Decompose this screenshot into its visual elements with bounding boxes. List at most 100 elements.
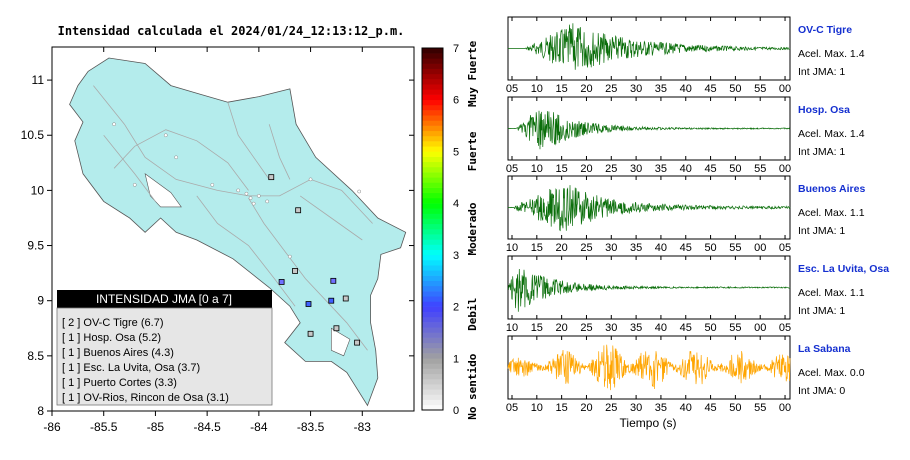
waveform-tick-label: 35: [630, 242, 642, 254]
city-dot: [288, 254, 292, 259]
station-marker: [268, 174, 275, 181]
colorbar-cell: [422, 115, 443, 121]
colorbar-cell: [422, 203, 443, 209]
waveform-tick-label: 20: [556, 322, 568, 334]
station-accel: Acel. Max. 1.1: [798, 207, 865, 219]
station-marker: [333, 325, 340, 332]
map-y-axis: 11 10.5 10 9.5 9 8.5 8: [21, 73, 414, 418]
waveform-tick-label: 55: [754, 402, 766, 414]
waveform-tick-label: 35: [630, 322, 642, 334]
station-marker: [292, 268, 298, 274]
colorbar-cell: [422, 311, 443, 318]
colorbar-cell: [422, 265, 443, 271]
legend-entry: [ 1 ] Hosp. Osa (5.2): [62, 332, 161, 344]
waveform-tick-label: 20: [580, 163, 592, 175]
waveform-tick-label: 10: [531, 83, 543, 95]
station-jma: Int JMA: 1: [798, 66, 845, 78]
road-line: [103, 134, 156, 202]
colorbar-cell: [422, 399, 443, 406]
waveform-tick-label: 15: [556, 163, 568, 175]
waveform-tick-label: 05: [506, 83, 518, 95]
waveform-tick-label: 45: [704, 402, 716, 414]
map-roads: [93, 85, 373, 351]
waveform-trace: [507, 110, 791, 150]
colorbar-cell: [422, 151, 443, 157]
colorbar-cell: [422, 120, 443, 126]
colorbar-cell: [422, 384, 443, 390]
city-dot: [236, 188, 241, 193]
waveform-tick-label: 05: [779, 242, 791, 254]
colorbar-cell: [422, 110, 443, 116]
station-name: Hosp. Osa: [798, 104, 850, 116]
waveform-tick-label: 20: [580, 402, 592, 414]
colorbar-label: Fuerte: [466, 131, 479, 171]
station-name: Esc. La Uvita, Osa: [798, 263, 889, 275]
golfo-dulce: [331, 327, 351, 357]
waveform-panel: 05 10 15 20 25 30 35 40 45 50 55 00 La Sabana Acel. M…: [506, 335, 865, 414]
waveform-tick-label: 15: [556, 402, 568, 414]
station-marker: [295, 207, 302, 214]
legend-entries: [ 2 ] OV-C Tigre (6.7) [ 1 ] Hosp. Osa (5…: [62, 317, 229, 404]
map-stations: [268, 174, 361, 346]
colorbar-cell: [422, 327, 443, 333]
colorbar-cell: [422, 63, 443, 69]
waveform-tick-label: 30: [630, 402, 642, 414]
waveform-tick-label: 10: [531, 402, 543, 414]
colorbar-tick-label: 4: [453, 198, 459, 210]
waveform-tick-label: 05: [506, 402, 518, 414]
colorbar-cell: [422, 229, 443, 235]
colorbar-cell: [422, 187, 443, 194]
colorbar-tick-label: 3: [453, 250, 459, 262]
colorbar-cell: [422, 58, 443, 64]
legend-entry: [ 1 ] Esc. La Uvita, Osa (3.7): [62, 362, 200, 374]
colorbar-tick-label: 6: [453, 95, 459, 107]
waveform-tick-label: 00: [754, 242, 766, 254]
colorbar-cell: [422, 161, 443, 168]
colorbar-cell: [422, 156, 443, 163]
colorbar-cell: [422, 378, 443, 385]
colorbar-cell: [422, 146, 443, 152]
waveform-trace: [507, 344, 791, 391]
waveform-tick-label: 40: [680, 163, 692, 175]
station-name: Buenos Aires: [798, 183, 865, 195]
waveform-tick-label: 10: [506, 242, 518, 254]
waveform-tick-label: 50: [729, 163, 741, 175]
colorbar-cell: [422, 213, 443, 219]
city-dot: [163, 133, 168, 138]
colorbar-cell: [422, 104, 443, 111]
waveform-tick-label: 35: [655, 163, 667, 175]
waveform-tick-label: 55: [754, 83, 766, 95]
waveform-tick-label: 40: [655, 242, 667, 254]
waveform-tick-label: 55: [729, 322, 741, 334]
waveform-tick-label: 50: [729, 402, 741, 414]
waveform-tick-label: 10: [506, 322, 518, 334]
waveform-tick-label: 45: [704, 163, 716, 175]
road-line: [93, 85, 373, 224]
map-land: [69, 57, 407, 407]
road-line: [268, 124, 291, 180]
colorbar-cell: [422, 68, 443, 75]
legend-header: [57, 290, 272, 308]
colorbar-cell: [422, 306, 443, 313]
colorbar-cell: [422, 322, 443, 328]
colorbar-cell: [422, 177, 443, 183]
colorbar-cell: [422, 94, 443, 101]
waveform-tick-label: 25: [605, 402, 617, 414]
colorbar-cell: [422, 125, 443, 132]
colorbar-cell: [422, 130, 443, 137]
map-y-tick-label: 10: [31, 183, 45, 197]
map-y-tick-label: 8.5: [27, 349, 44, 363]
station-marker: [342, 295, 349, 302]
legend-body: [56, 307, 273, 406]
colorbar-cell: [422, 89, 443, 95]
colorbar-cell: [422, 208, 443, 214]
colorbar-cell: [422, 347, 443, 354]
colorbar-cell: [422, 296, 443, 302]
waveform-trace: [508, 185, 791, 232]
city-dot: [174, 155, 178, 160]
colorbar-cell: [422, 254, 443, 261]
colorbar-cell: [422, 291, 443, 297]
colorbar-cell: [422, 389, 443, 395]
station-accel: Acel. Max. 0.0: [798, 367, 865, 379]
waveform-tick-label: 30: [630, 83, 642, 95]
